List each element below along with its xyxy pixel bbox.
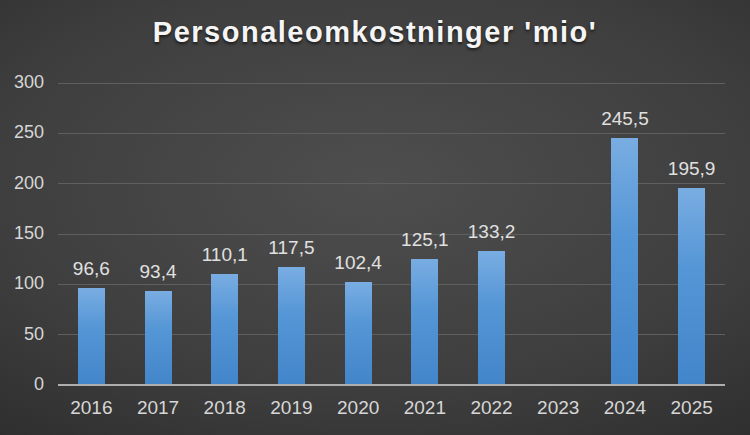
x-axis-label: 2018 <box>204 397 246 419</box>
y-axis-label: 250 <box>0 122 44 143</box>
y-axis-label: 0 <box>0 374 44 395</box>
bar-2019 <box>278 267 305 385</box>
bar-value-label: 125,1 <box>401 229 449 251</box>
y-axis-label: 150 <box>0 223 44 244</box>
bar-value-label: 110,1 <box>202 244 248 266</box>
bar-2024 <box>611 138 638 385</box>
x-axis-label: 2021 <box>404 397 446 419</box>
bar-value-label: 96,6 <box>73 258 110 280</box>
bar-2018 <box>211 274 238 385</box>
bar-2020 <box>345 282 372 385</box>
bar-value-label: 245,5 <box>601 108 649 130</box>
x-axis-label: 2022 <box>470 397 512 419</box>
x-axis-label: 2017 <box>137 397 179 419</box>
bar-value-label: 195,9 <box>668 158 716 180</box>
bar-value-label: 102,4 <box>334 252 382 274</box>
x-axis-label: 2016 <box>70 397 112 419</box>
bar-chart: Personaleomkostninger 'mio' 0 50 100 150 200… <box>0 0 750 435</box>
x-axis-label: 2024 <box>604 397 646 419</box>
bar-value-label: 133,2 <box>468 221 516 243</box>
bar-2017 <box>145 291 172 385</box>
bar-2022 <box>478 251 505 385</box>
gridline <box>58 133 725 134</box>
chart-title: Personaleomkostninger 'mio' <box>0 16 750 49</box>
x-axis-label: 2025 <box>671 397 713 419</box>
gridline <box>58 83 725 84</box>
bar-2016 <box>78 288 105 385</box>
bar-2025 <box>678 188 705 385</box>
y-axis-label: 300 <box>0 72 44 93</box>
x-axis-label: 2020 <box>337 397 379 419</box>
y-axis-label: 200 <box>0 173 44 194</box>
x-axis-label: 2023 <box>537 397 579 419</box>
x-axis-line <box>58 384 725 386</box>
bar-2021 <box>411 259 438 385</box>
x-axis-label: 2019 <box>270 397 312 419</box>
bar-value-label: 117,5 <box>268 237 314 259</box>
y-axis-label: 100 <box>0 273 44 294</box>
y-axis-label: 50 <box>0 324 44 345</box>
bar-value-label: 93,4 <box>140 261 177 283</box>
